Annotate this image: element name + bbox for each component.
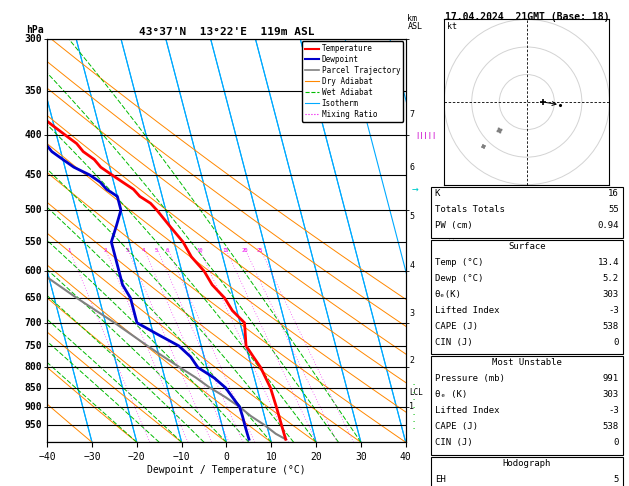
Text: →: → xyxy=(412,184,419,194)
Text: 15: 15 xyxy=(222,248,228,253)
Text: 991: 991 xyxy=(603,374,619,383)
Text: 750: 750 xyxy=(24,341,42,351)
Text: 303: 303 xyxy=(603,390,619,399)
Text: 0: 0 xyxy=(613,438,619,448)
Text: kt: kt xyxy=(447,22,457,31)
Text: -3: -3 xyxy=(608,306,619,315)
Text: 16: 16 xyxy=(608,189,619,198)
Text: 0: 0 xyxy=(613,338,619,347)
Text: hPa: hPa xyxy=(26,25,43,35)
Text: 3: 3 xyxy=(409,309,415,318)
Text: 1: 1 xyxy=(409,402,415,411)
Text: 600: 600 xyxy=(24,266,42,276)
Text: 900: 900 xyxy=(24,402,42,412)
Text: PW (cm): PW (cm) xyxy=(435,221,472,230)
Text: 55: 55 xyxy=(608,205,619,214)
Text: 700: 700 xyxy=(24,318,42,328)
Text: 0.94: 0.94 xyxy=(598,221,619,230)
Text: 17.04.2024  21GMT (Base: 18): 17.04.2024 21GMT (Base: 18) xyxy=(445,12,609,22)
Text: θₑ (K): θₑ (K) xyxy=(435,390,467,399)
Text: 13.4: 13.4 xyxy=(598,258,619,267)
Text: 2: 2 xyxy=(409,356,415,365)
Text: CAPE (J): CAPE (J) xyxy=(435,422,477,432)
Text: Surface: Surface xyxy=(508,242,545,251)
Text: Lifted Index: Lifted Index xyxy=(435,306,499,315)
Text: Mixing Ratio (g/kg): Mixing Ratio (g/kg) xyxy=(448,193,457,288)
Text: 450: 450 xyxy=(24,170,42,180)
Legend: Temperature, Dewpoint, Parcel Trajectory, Dry Adiabat, Wet Adiabat, Isotherm, Mi: Temperature, Dewpoint, Parcel Trajectory… xyxy=(302,41,403,121)
Text: 400: 400 xyxy=(24,130,42,140)
Text: Totals Totals: Totals Totals xyxy=(435,205,504,214)
Text: -: - xyxy=(412,397,416,402)
Text: 538: 538 xyxy=(603,322,619,331)
X-axis label: Dewpoint / Temperature (°C): Dewpoint / Temperature (°C) xyxy=(147,465,306,475)
Text: -: - xyxy=(412,404,416,410)
Text: -: - xyxy=(412,418,416,425)
Text: © weatheronline.co.uk: © weatheronline.co.uk xyxy=(478,472,576,481)
Text: K: K xyxy=(435,189,440,198)
Text: 300: 300 xyxy=(24,34,42,44)
Text: -: - xyxy=(412,411,416,417)
Text: 350: 350 xyxy=(24,86,42,96)
Text: Dewp (°C): Dewp (°C) xyxy=(435,274,483,283)
Text: km
ASL: km ASL xyxy=(408,14,423,31)
Text: 10: 10 xyxy=(196,248,203,253)
Text: 850: 850 xyxy=(24,383,42,393)
Text: θₑ(K): θₑ(K) xyxy=(435,290,462,299)
Text: 5: 5 xyxy=(613,475,619,484)
Text: EH: EH xyxy=(435,475,445,484)
Text: Pressure (mb): Pressure (mb) xyxy=(435,374,504,383)
Text: CIN (J): CIN (J) xyxy=(435,438,472,448)
Text: -3: -3 xyxy=(608,406,619,416)
Text: 800: 800 xyxy=(24,363,42,372)
Text: 6: 6 xyxy=(409,163,415,172)
Text: 7: 7 xyxy=(409,110,415,119)
Text: 650: 650 xyxy=(24,293,42,303)
Text: 5: 5 xyxy=(155,248,159,253)
Text: 1: 1 xyxy=(67,248,70,253)
Title: 43°37'N  13°22'E  119m ASL: 43°37'N 13°22'E 119m ASL xyxy=(138,27,314,37)
Text: LCL: LCL xyxy=(409,388,423,397)
Text: 25: 25 xyxy=(257,248,263,253)
Text: 500: 500 xyxy=(24,205,42,215)
Text: CAPE (J): CAPE (J) xyxy=(435,322,477,331)
Text: -: - xyxy=(412,426,416,432)
Text: Hodograph: Hodograph xyxy=(503,459,551,468)
Text: 20: 20 xyxy=(242,248,248,253)
Text: Lifted Index: Lifted Index xyxy=(435,406,499,416)
Text: 4: 4 xyxy=(409,261,415,270)
Text: -: - xyxy=(412,381,416,387)
Text: 950: 950 xyxy=(24,420,42,430)
Text: CIN (J): CIN (J) xyxy=(435,338,472,347)
Text: Temp (°C): Temp (°C) xyxy=(435,258,483,267)
Text: 538: 538 xyxy=(603,422,619,432)
Text: |||||: ||||| xyxy=(415,132,437,139)
Text: 550: 550 xyxy=(24,237,42,247)
Text: 3: 3 xyxy=(126,248,129,253)
Text: 5.2: 5.2 xyxy=(603,274,619,283)
Text: 303: 303 xyxy=(603,290,619,299)
Text: 6: 6 xyxy=(166,248,169,253)
Text: 4: 4 xyxy=(142,248,145,253)
Text: -: - xyxy=(412,389,416,395)
Text: Most Unstable: Most Unstable xyxy=(492,358,562,367)
Text: 5: 5 xyxy=(409,212,415,221)
Text: 2: 2 xyxy=(103,248,106,253)
